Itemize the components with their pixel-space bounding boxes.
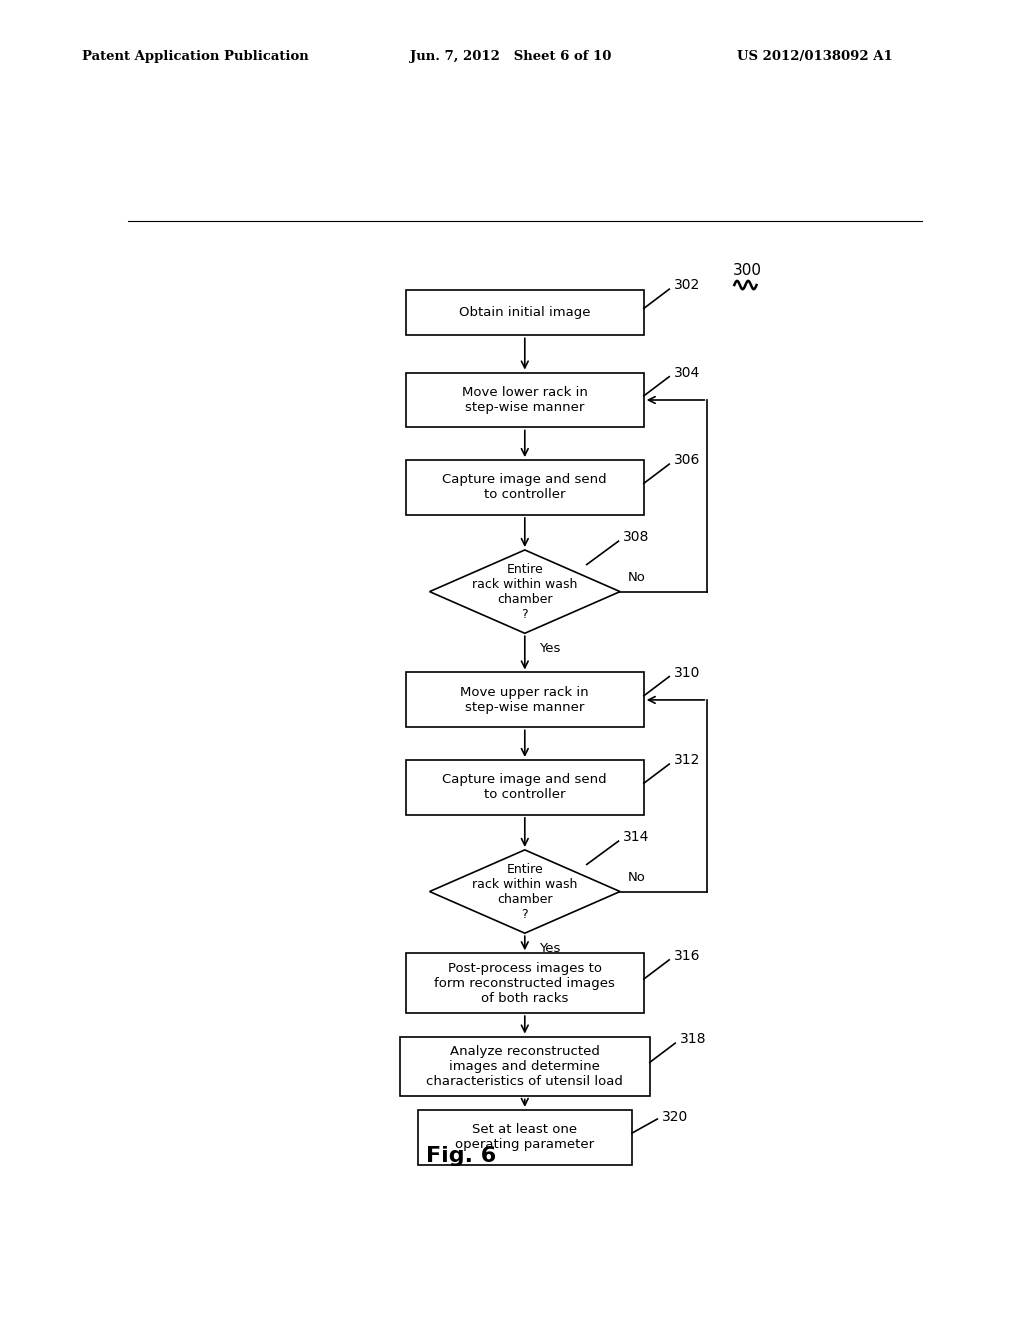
FancyBboxPatch shape (406, 289, 644, 335)
Text: 304: 304 (674, 366, 700, 380)
Text: Jun. 7, 2012   Sheet 6 of 10: Jun. 7, 2012 Sheet 6 of 10 (410, 50, 611, 63)
Text: Set at least one
operating parameter: Set at least one operating parameter (456, 1123, 594, 1151)
Text: Capture image and send
to controller: Capture image and send to controller (442, 474, 607, 502)
Text: Entire
rack within wash
chamber
?: Entire rack within wash chamber ? (472, 862, 578, 920)
FancyBboxPatch shape (418, 1110, 632, 1164)
Text: 310: 310 (674, 665, 700, 680)
Text: Yes: Yes (539, 941, 560, 954)
Text: 318: 318 (680, 1032, 707, 1047)
Polygon shape (430, 850, 620, 933)
FancyBboxPatch shape (406, 372, 644, 428)
Text: 300: 300 (733, 263, 762, 279)
Text: Fig. 6: Fig. 6 (426, 1147, 497, 1167)
Text: 314: 314 (624, 830, 649, 843)
FancyBboxPatch shape (406, 672, 644, 727)
Text: 302: 302 (674, 279, 700, 292)
Text: Capture image and send
to controller: Capture image and send to controller (442, 774, 607, 801)
Polygon shape (430, 550, 620, 634)
FancyBboxPatch shape (406, 459, 644, 515)
FancyBboxPatch shape (406, 760, 644, 814)
Text: No: No (628, 570, 646, 583)
Text: Analyze reconstructed
images and determine
characteristics of utensil load: Analyze reconstructed images and determi… (426, 1045, 624, 1088)
Text: 306: 306 (674, 453, 700, 467)
Text: Entire
rack within wash
chamber
?: Entire rack within wash chamber ? (472, 562, 578, 620)
Text: 308: 308 (624, 531, 649, 544)
Text: Move upper rack in
step-wise manner: Move upper rack in step-wise manner (461, 686, 589, 714)
Text: Patent Application Publication: Patent Application Publication (82, 50, 308, 63)
Text: Move lower rack in
step-wise manner: Move lower rack in step-wise manner (462, 385, 588, 414)
Text: US 2012/0138092 A1: US 2012/0138092 A1 (737, 50, 893, 63)
Text: No: No (628, 871, 646, 883)
Text: Obtain initial image: Obtain initial image (459, 306, 591, 319)
Text: 316: 316 (674, 949, 700, 962)
FancyBboxPatch shape (399, 1036, 650, 1097)
FancyBboxPatch shape (406, 953, 644, 1014)
Text: Yes: Yes (539, 642, 560, 655)
Text: Post-process images to
form reconstructed images
of both racks: Post-process images to form reconstructe… (434, 962, 615, 1005)
Text: 312: 312 (674, 754, 700, 767)
Text: 320: 320 (663, 1110, 688, 1123)
